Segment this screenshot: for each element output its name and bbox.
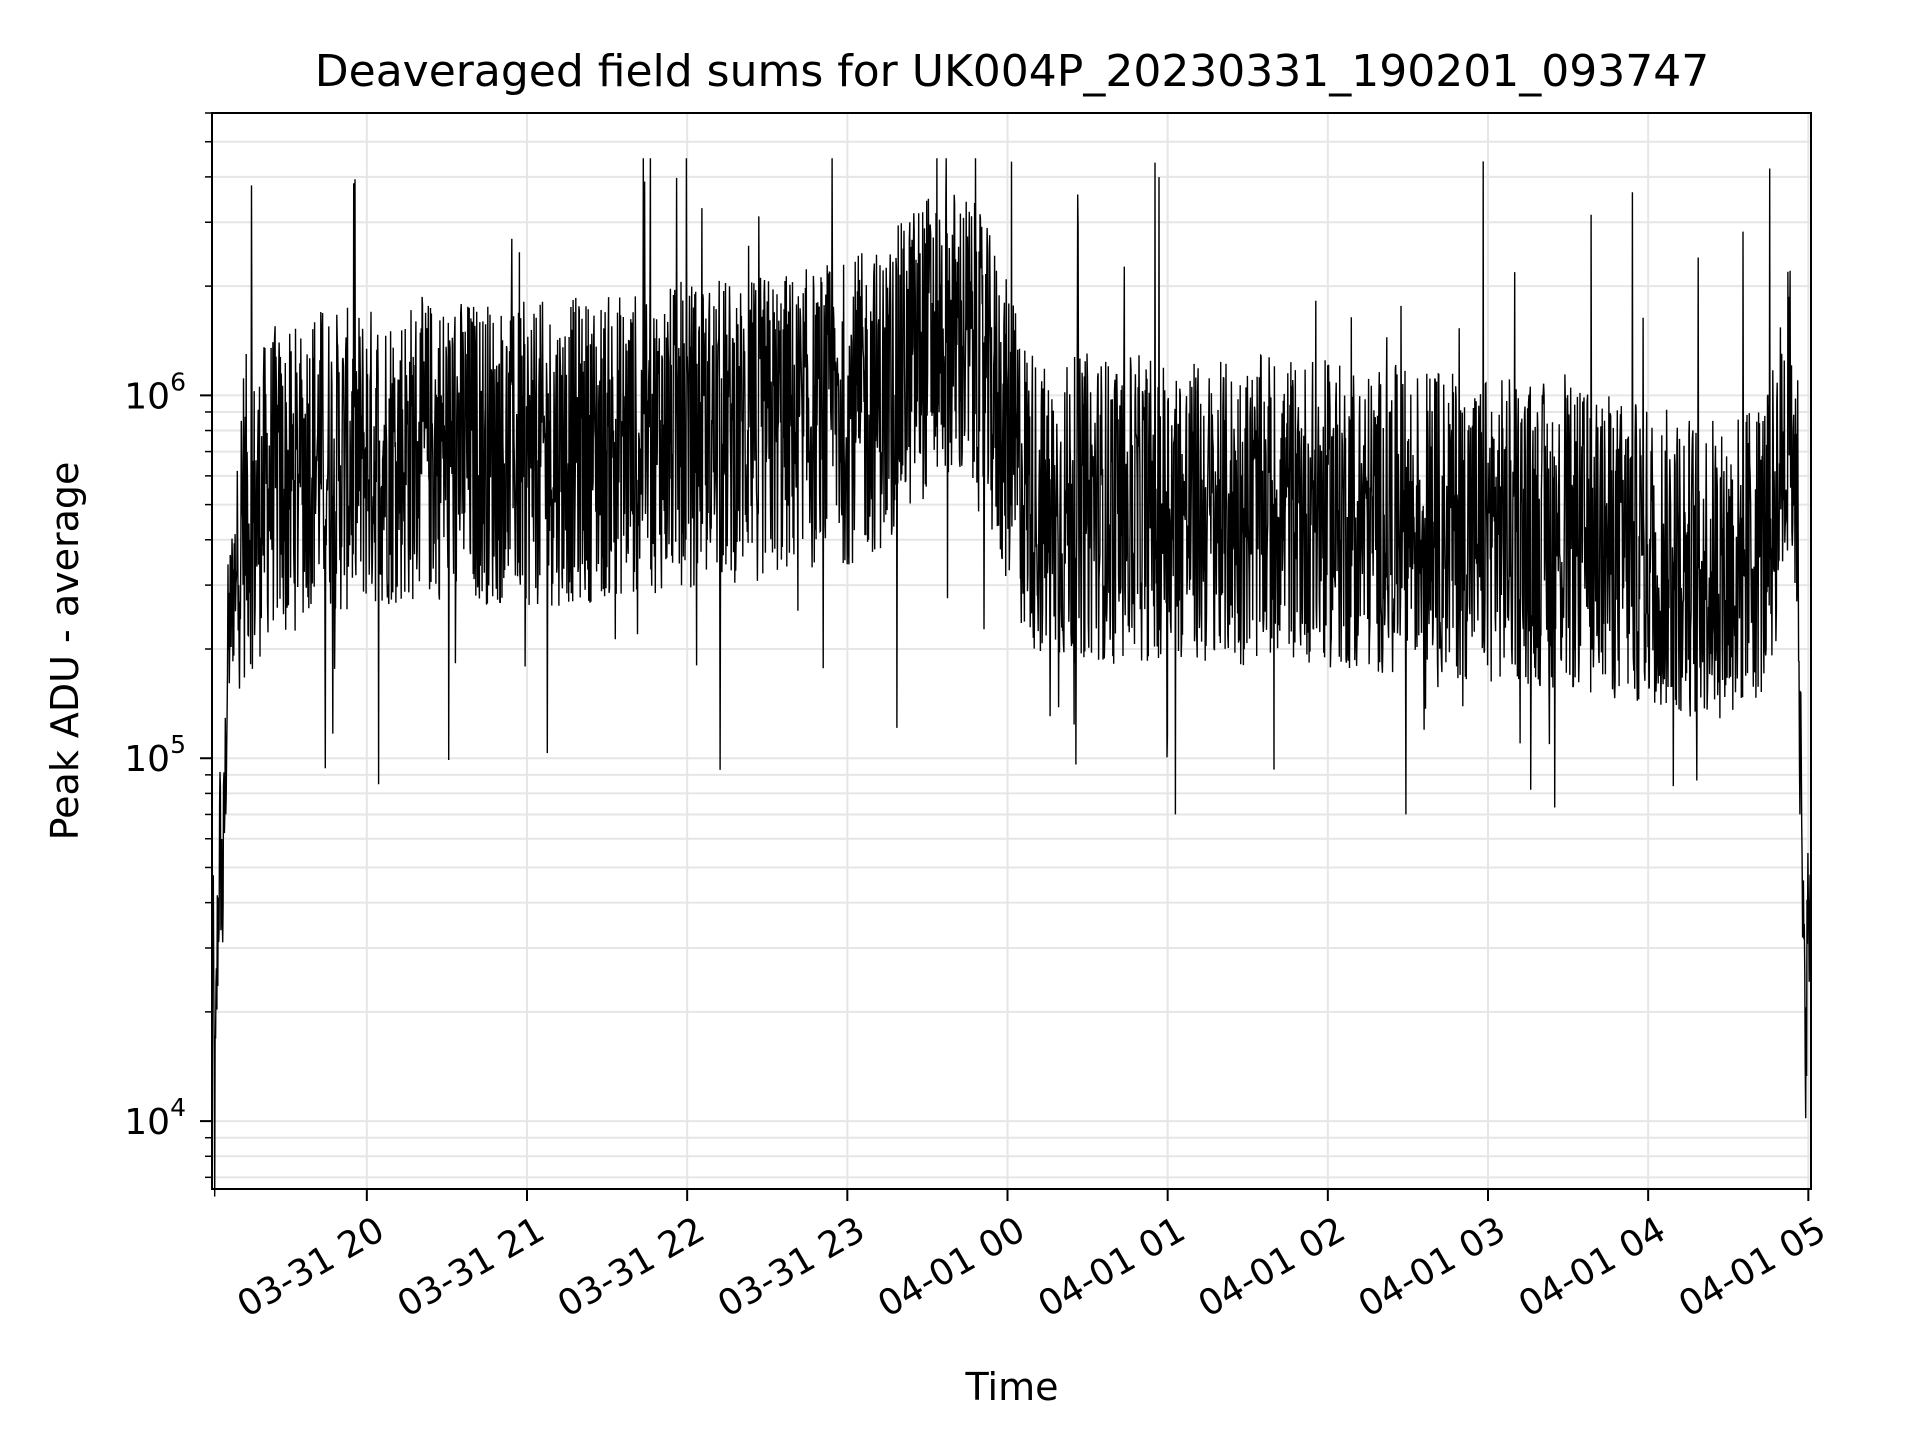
x-tick-label: 03-31 23 xyxy=(711,1209,872,1325)
y-tick-exponent: 4 xyxy=(170,1093,186,1122)
y-tick-exponent: 6 xyxy=(170,367,186,396)
chart-title: Deaveraged field sums for UK004P_2023033… xyxy=(315,46,1709,97)
x-tick-label: 03-31 21 xyxy=(391,1209,552,1325)
y-axis-label: Peak ADU - average xyxy=(43,462,87,841)
y-tick-base: 10 xyxy=(124,376,170,417)
y-tick-label: 105 xyxy=(124,730,186,780)
x-tick-label: 03-31 20 xyxy=(231,1209,392,1325)
series-line xyxy=(211,158,1812,1197)
x-tick-label: 04-01 05 xyxy=(1672,1209,1833,1325)
y-tick-label: 106 xyxy=(124,367,186,417)
y-tick-base: 10 xyxy=(124,739,170,780)
x-tick-label: 04-01 04 xyxy=(1512,1209,1673,1325)
x-tick-label: 04-01 00 xyxy=(871,1209,1032,1325)
x-tick-label: 04-01 03 xyxy=(1352,1209,1513,1325)
plot-area xyxy=(211,158,1812,1197)
y-tick-exponent: 5 xyxy=(170,730,186,759)
y-tick-base: 10 xyxy=(124,1102,170,1143)
plot-frame xyxy=(211,112,1812,1190)
y-tick-label: 104 xyxy=(124,1093,186,1143)
x-tick-label: 04-01 02 xyxy=(1192,1209,1353,1325)
x-axis-label: Time xyxy=(965,1365,1059,1409)
x-tick-label: 03-31 22 xyxy=(551,1209,712,1325)
x-tick-label: 04-01 01 xyxy=(1031,1209,1192,1325)
x-axis: 03-31 20 03-31 21 03-31 22 03-31 23 04-01 00… xyxy=(231,1189,1833,1326)
